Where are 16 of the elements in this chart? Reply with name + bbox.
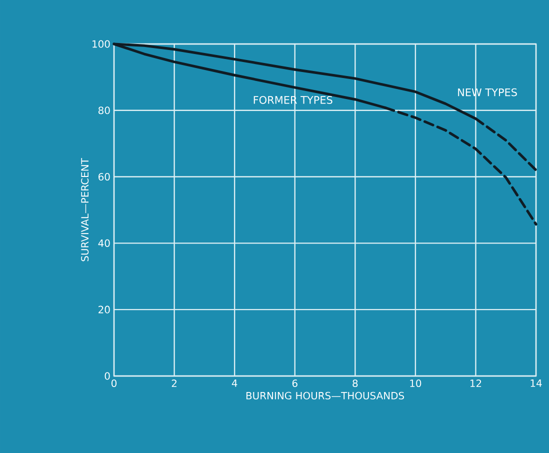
y-tick-label: 100 (92, 40, 110, 48)
x-tick-label: 8 (352, 379, 358, 388)
y-tick-label: 0 (104, 372, 110, 380)
y-tick-label: 40 (98, 239, 110, 247)
x-tick-label: 0 (111, 379, 117, 388)
x-tick-label: 4 (232, 380, 238, 387)
y-tick-label: 60 (98, 173, 110, 181)
x-tick-label: 10 (410, 379, 422, 388)
x-tick-label: 14 (530, 380, 542, 387)
y-tick-label: 80 (98, 106, 110, 114)
x-tick-label: 2 (172, 379, 176, 387)
x-tick-label: 12 (470, 379, 482, 387)
x-axis-title: BURNING HOURS—THOUSANDS (246, 392, 404, 400)
x-tick-label: 6 (292, 379, 298, 388)
y-axis-title: SURVIVAL—PERCENT (81, 158, 89, 262)
y-tick-label: 20 (98, 306, 110, 314)
